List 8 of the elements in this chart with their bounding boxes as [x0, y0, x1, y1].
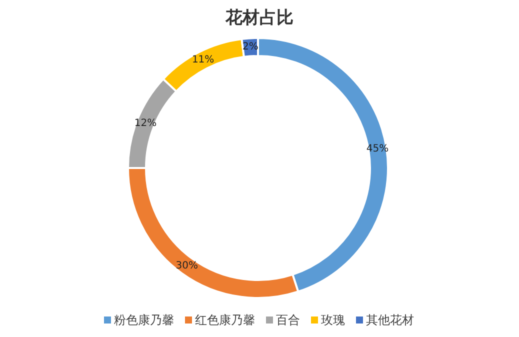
- legend-label: 粉色康乃馨: [114, 313, 174, 327]
- legend-label: 其他花材: [366, 313, 414, 327]
- chart-title: 花材占比: [224, 8, 294, 28]
- legend-label: 百合: [276, 313, 300, 327]
- data-label: 30%: [176, 260, 198, 272]
- legend-label: 红色康乃馨: [195, 313, 255, 327]
- legend-label: 玫瑰: [321, 313, 345, 327]
- data-label: 11%: [192, 54, 214, 66]
